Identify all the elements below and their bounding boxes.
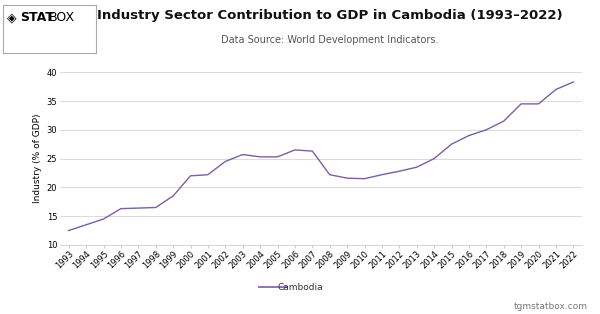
Text: ◈: ◈ (7, 11, 17, 24)
Text: tgmstatbox.com: tgmstatbox.com (514, 302, 588, 311)
Text: Industry Sector Contribution to GDP in Cambodia (1993–2022): Industry Sector Contribution to GDP in C… (97, 9, 563, 22)
Text: Data Source: World Development Indicators.: Data Source: World Development Indicator… (221, 35, 439, 45)
Text: STAT: STAT (20, 11, 54, 24)
Y-axis label: Industry (% of GDP): Industry (% of GDP) (34, 114, 43, 203)
Text: BOX: BOX (49, 11, 76, 24)
Text: Cambodia: Cambodia (277, 283, 323, 292)
